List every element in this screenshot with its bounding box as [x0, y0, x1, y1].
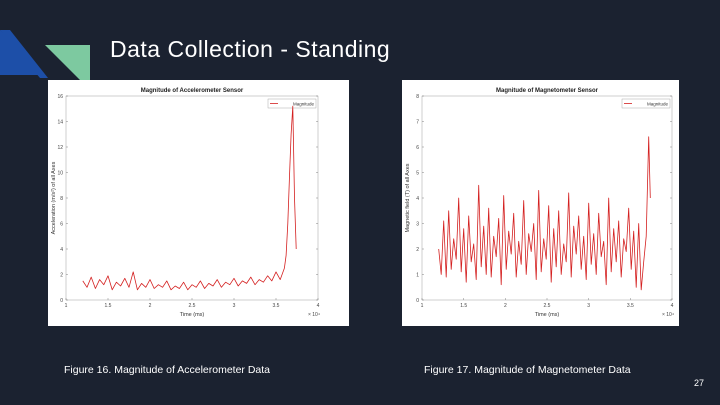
- x-axis-multiplier: × 10⁴: [308, 312, 320, 318]
- legend-entry-label: Magnitude: [647, 102, 669, 107]
- y-tick-label: 10: [57, 170, 63, 176]
- y-tick-label: 6: [416, 145, 419, 151]
- y-tick-label: 4: [60, 247, 63, 253]
- figure-17-caption: Figure 17. Magnitude of Magnetometer Dat…: [424, 364, 631, 376]
- y-tick-label: 2: [60, 272, 63, 278]
- y-tick-label: 12: [57, 145, 63, 151]
- y-axis-label: Magnetic field (T) of all Axes: [405, 163, 411, 232]
- y-tick-label: 7: [416, 119, 419, 125]
- y-tick-label: 0: [416, 298, 419, 304]
- legend-box: [267, 98, 317, 109]
- plot-area-frame: [65, 95, 319, 301]
- accent-shape-decoration: [0, 30, 90, 85]
- x-tick-label: 2.5: [189, 303, 196, 309]
- magnetometer-chart: Magnitude of Magnetometer Sensor 1 1.5 2 2.5…: [405, 88, 674, 318]
- page-number: 27: [693, 378, 704, 388]
- chart-title: Magnitude of Magnetometer Sensor: [496, 88, 599, 94]
- y-tick-label: 5: [416, 170, 419, 176]
- x-tick-label: 2: [504, 303, 507, 309]
- x-tick-label: 3.5: [273, 303, 280, 309]
- y-tick-label: 4: [416, 196, 419, 202]
- y-axis-label: Acceleration (m/s²) of all Axes: [51, 161, 57, 234]
- x-tick-label: 1.5: [105, 303, 112, 309]
- x-tick-label: 1: [65, 303, 68, 309]
- y-tick-label: 16: [57, 94, 63, 100]
- x-tick-label: 3.5: [627, 303, 634, 309]
- x-tick-label: 3: [233, 303, 236, 309]
- y-tick-label: 6: [60, 221, 63, 227]
- y-tick-label: 1: [416, 272, 419, 278]
- legend-entry-label: Magnitude: [293, 102, 315, 107]
- y-tick-label: 3: [416, 221, 419, 227]
- figure-16-caption: Figure 16. Magnitude of Accelerometer Da…: [64, 364, 271, 376]
- x-tick-label: 2.5: [544, 303, 551, 309]
- y-tick-label: 8: [60, 196, 63, 202]
- chart-title: Magnitude of Accelerometer Sensor: [141, 88, 244, 94]
- x-axis-multiplier: × 10⁴: [662, 312, 674, 318]
- x-tick-label: 4: [317, 303, 320, 309]
- slide-title: Data Collection - Standing: [110, 36, 391, 62]
- x-tick-label: 1.5: [460, 303, 467, 309]
- accent-green-shape: [45, 45, 90, 85]
- y-tick-label: 8: [416, 94, 419, 100]
- x-tick-label: 4: [671, 303, 674, 309]
- legend-box: [621, 98, 671, 109]
- series-line-magnitude: [438, 136, 651, 291]
- accelerometer-figure: Magnitude of Accelerometer Sensor 1 1.5 2 2.…: [48, 80, 349, 326]
- x-tick-label: 3: [587, 303, 590, 309]
- accent-blue-shape-upper: [0, 30, 48, 78]
- y-tick-label: 2: [416, 247, 419, 253]
- x-tick-label: 1: [421, 303, 424, 309]
- y-tick-label: 0: [60, 298, 63, 304]
- plot-area-frame: [421, 95, 673, 301]
- x-tick-label: 2: [149, 303, 152, 309]
- accelerometer-chart: Magnitude of Accelerometer Sensor 1 1.5 2 2.…: [51, 88, 320, 318]
- magnetometer-figure: Magnitude of Magnetometer Sensor 1 1.5 2 2.5…: [402, 80, 679, 326]
- x-axis-label: Time (ms): [180, 312, 205, 318]
- y-tick-label: 14: [57, 119, 63, 125]
- x-axis-label: Time (ms): [535, 312, 560, 318]
- chart-legend: Magnitude: [621, 98, 671, 109]
- chart-legend: Magnitude: [267, 98, 317, 109]
- series-line-magnitude: [82, 105, 297, 291]
